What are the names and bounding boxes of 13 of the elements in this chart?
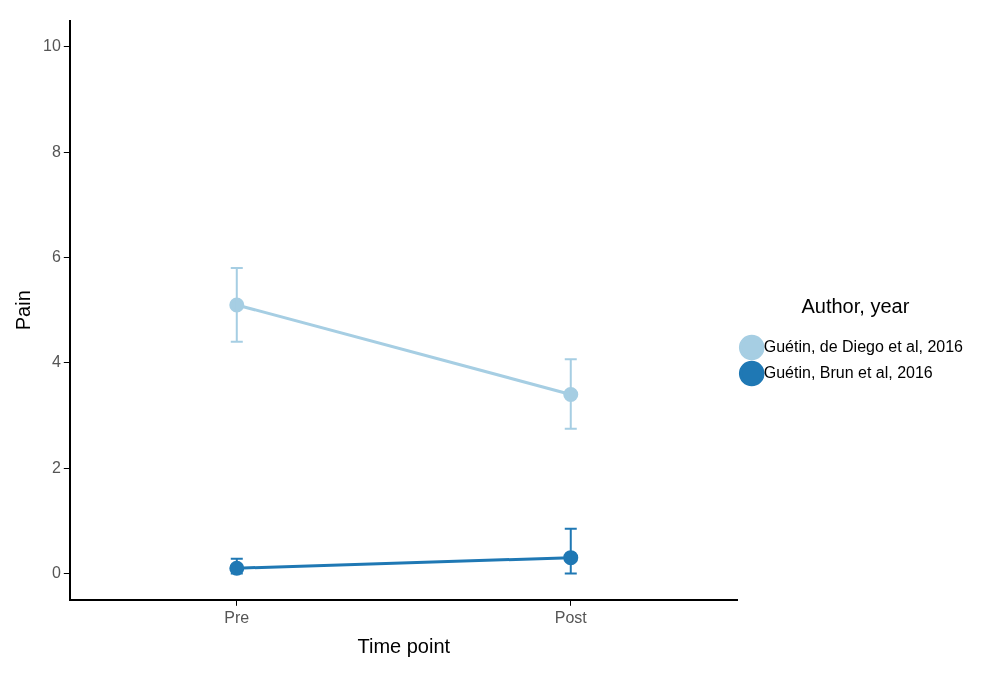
y-tick-label: 2 bbox=[51, 458, 61, 476]
y-tick-label: 0 bbox=[51, 563, 61, 581]
x-tick-label: Pre bbox=[224, 608, 250, 626]
y-tick-label: 6 bbox=[51, 247, 61, 265]
y-axis-title: Pain bbox=[11, 290, 34, 331]
legend-label: Guétin, de Diego et al, 2016 bbox=[763, 337, 964, 355]
x-tick-label: Post bbox=[554, 608, 588, 626]
legend-title: Author, year bbox=[801, 295, 910, 318]
x-axis-title: Time point bbox=[357, 634, 451, 657]
y-tick-label: 8 bbox=[51, 142, 61, 160]
y-tick-label: 4 bbox=[51, 353, 61, 371]
legend-label: Guétin, Brun et al, 2016 bbox=[763, 363, 933, 381]
y-tick-label: 10 bbox=[43, 37, 61, 55]
